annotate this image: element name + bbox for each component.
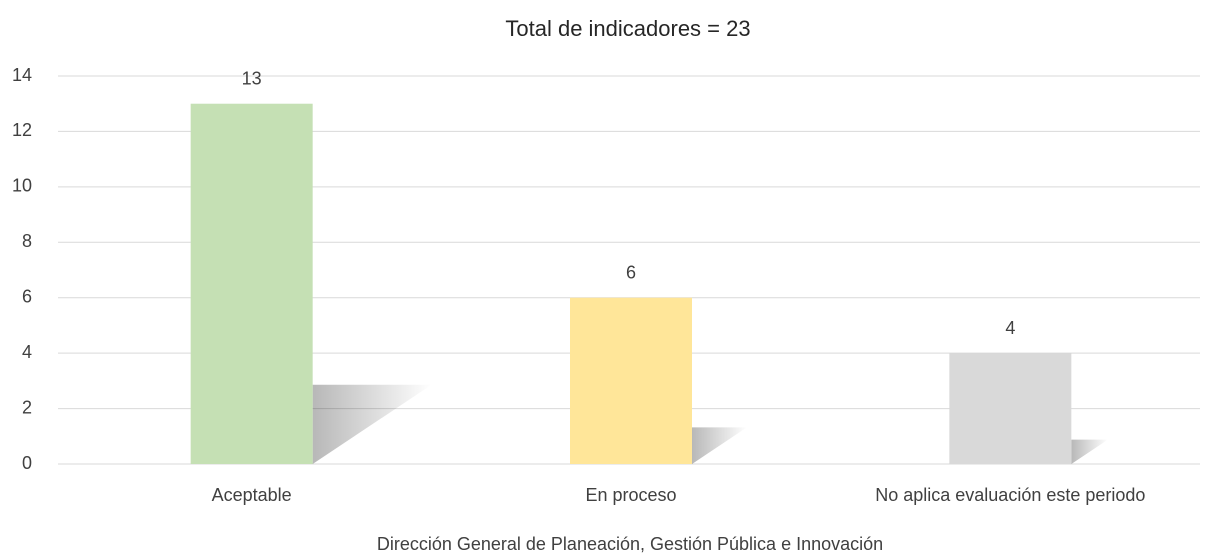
y-tick-label: 10	[12, 176, 32, 196]
bar	[570, 297, 692, 464]
x-axis-label: Dirección General de Planeación, Gestión…	[377, 534, 883, 553]
y-tick-label: 14	[12, 65, 32, 85]
data-label: 4	[1005, 318, 1015, 338]
y-tick-label: 4	[22, 342, 32, 362]
bar-shadow	[312, 384, 432, 464]
data-label: 6	[626, 262, 636, 282]
x-tick-label: Aceptable	[212, 485, 292, 505]
data-label: 13	[242, 68, 262, 88]
bar-shadow	[1071, 439, 1108, 464]
y-tick-label: 8	[22, 231, 32, 251]
y-tick-label: 0	[22, 453, 32, 473]
x-tick-label: En proceso	[585, 485, 676, 505]
x-tick-label: No aplica evaluación este periodo	[875, 485, 1145, 505]
y-tick-label: 2	[22, 397, 32, 417]
chart-title: Total de indicadores = 23	[505, 16, 750, 41]
bar	[190, 103, 313, 464]
bar	[949, 353, 1072, 464]
y-tick-label: 12	[12, 120, 32, 140]
y-tick-label: 6	[22, 286, 32, 306]
bar-shadow	[692, 427, 747, 464]
